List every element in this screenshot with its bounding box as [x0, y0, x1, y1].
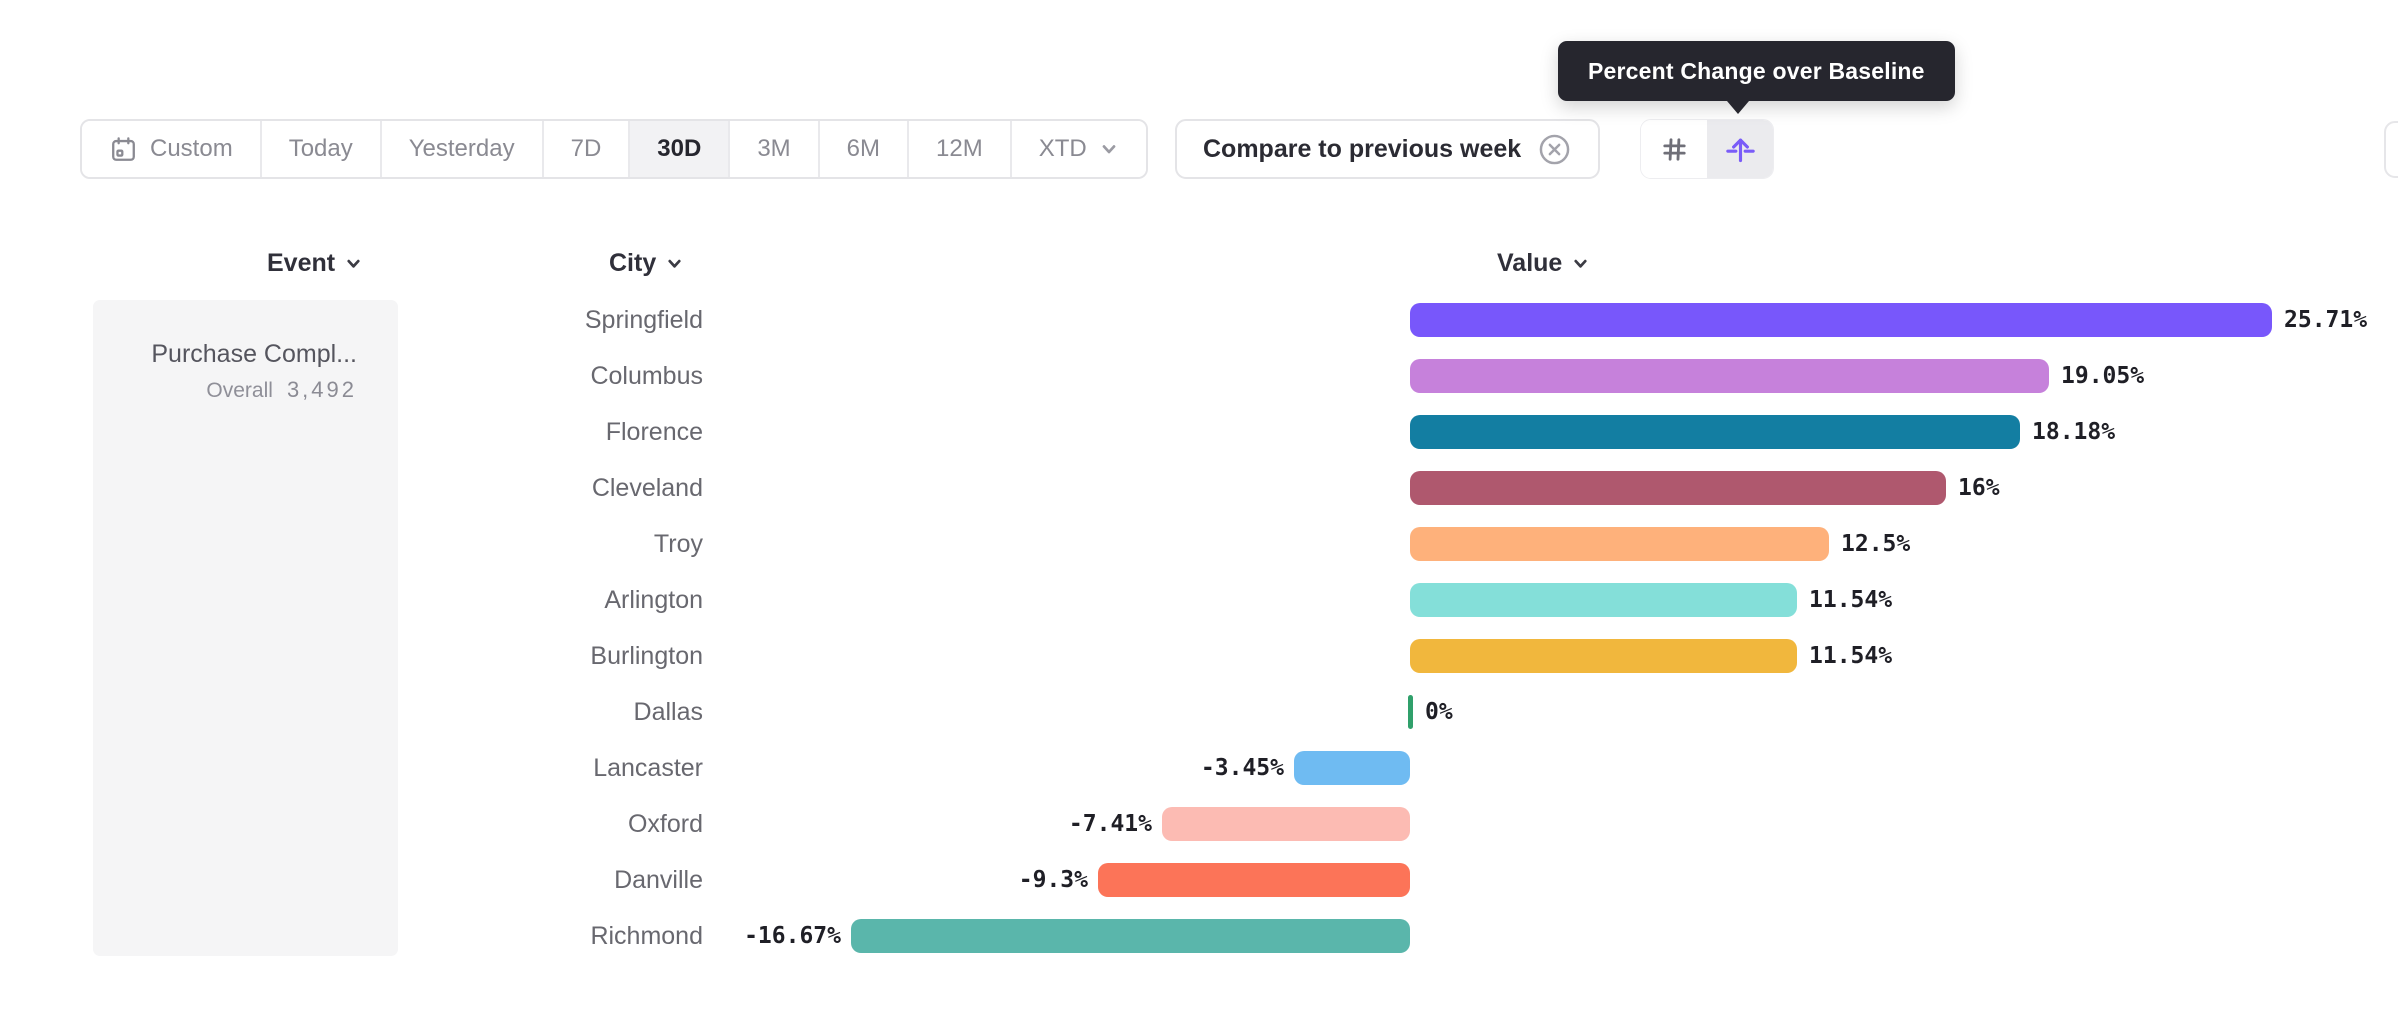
bar-dallas[interactable]	[1408, 695, 1413, 729]
column-header-label: City	[609, 248, 657, 277]
date-range-label: 3M	[757, 135, 791, 162]
bar-arlington[interactable]	[1410, 583, 1797, 617]
chart-row: Dallas 0%	[0, 684, 2398, 740]
column-header-label: Value	[1497, 248, 1563, 277]
city-label: Cleveland	[591, 474, 703, 502]
city-label: Oxford	[627, 810, 703, 838]
event-name: Purchase Compl...	[151, 340, 357, 368]
city-label: Dallas	[633, 698, 703, 726]
chevron-down-icon	[347, 259, 360, 268]
chart-row: Lancaster -3.45%	[0, 740, 2398, 796]
date-range-6m-button[interactable]: 6M	[819, 121, 909, 177]
baseline-arrow-icon	[1725, 138, 1755, 162]
compare-filter-pill[interactable]: Compare to previous week	[1175, 119, 1601, 179]
show-numbers-toggle-button[interactable]	[1641, 120, 1707, 178]
grid-number-icon	[1662, 137, 1686, 161]
chevron-down-icon	[1102, 145, 1116, 154]
value-label: 25.71%	[2284, 307, 2368, 333]
column-header-city[interactable]: City	[609, 246, 684, 280]
date-range-today-button[interactable]: Today	[261, 121, 382, 177]
chart-row: Columbus 19.05%	[0, 348, 2398, 404]
chart-row: Troy 12.5%	[0, 516, 2398, 572]
value-label: -3.45%	[1200, 755, 1284, 781]
city-label: Troy	[653, 530, 703, 558]
value-display-toggle	[1640, 119, 1774, 179]
compare-filter-label: Compare to previous week	[1203, 134, 1522, 163]
date-range-label: Yesterday	[408, 135, 515, 162]
bar-oxford[interactable]	[1162, 807, 1410, 841]
city-label: Danville	[614, 866, 703, 894]
date-range-7d-button[interactable]: 7D	[543, 121, 631, 177]
chart-row: Danville -9.3%	[0, 852, 2398, 908]
bar-cleveland[interactable]	[1410, 471, 1946, 505]
city-label: Florence	[605, 418, 703, 446]
date-range-yesterday-button[interactable]: Yesterday	[381, 121, 544, 177]
value-label: 19.05%	[2061, 363, 2145, 389]
percent-change-over-baseline-toggle-button[interactable]	[1707, 120, 1773, 178]
chart-row: Richmond -16.67%	[0, 908, 2398, 964]
value-label: -9.3%	[1018, 867, 1088, 893]
city-label: Springfield	[584, 306, 703, 334]
column-header-label: Event	[267, 248, 336, 277]
chart-row: Springfield 25.71%	[0, 292, 2398, 348]
city-label: Columbus	[590, 362, 703, 390]
chart-row: Arlington 11.54%	[0, 572, 2398, 628]
date-range-picker: Custom Today Yesterday 7D 30D 3M 6M 12M …	[80, 119, 1148, 179]
chart-row: Florence 18.18%	[0, 404, 2398, 460]
date-range-label: 6M	[846, 135, 880, 162]
date-range-label: Today	[288, 135, 353, 162]
partial-button[interactable]	[2384, 121, 2398, 178]
bar-springfield[interactable]	[1410, 303, 2272, 337]
value-label: 11.54%	[1809, 587, 1893, 613]
chart-row: Oxford -7.41%	[0, 796, 2398, 852]
tooltip-text: Percent Change over Baseline	[1588, 57, 1925, 84]
bar-lancaster[interactable]	[1294, 751, 1410, 785]
value-label: -7.41%	[1068, 811, 1152, 837]
event-metric: Overall 3,492	[206, 377, 357, 403]
city-label: Lancaster	[593, 754, 703, 782]
chart-row: Cleveland 16%	[0, 460, 2398, 516]
bar-danville[interactable]	[1098, 863, 1410, 897]
column-header-value[interactable]: Value	[1497, 246, 1590, 280]
chart-row: Burlington 11.54%	[0, 628, 2398, 684]
date-range-label: Custom	[150, 135, 233, 162]
date-range-30d-button[interactable]: 30D	[630, 121, 731, 177]
date-range-label: 12M	[936, 135, 983, 162]
event-metric-value: 3,492	[286, 377, 357, 402]
column-header-event[interactable]: Event	[267, 246, 363, 280]
value-label: 0%	[1425, 699, 1453, 725]
event-metric-label: Overall	[206, 379, 273, 402]
date-range-12m-button[interactable]: 12M	[909, 121, 1012, 177]
calendar-icon	[112, 136, 135, 161]
bar-florence[interactable]	[1410, 415, 2020, 449]
date-range-label: 7D	[570, 135, 602, 162]
bar-burlington[interactable]	[1410, 639, 1797, 673]
date-range-xtd-button[interactable]: XTD	[1011, 121, 1146, 177]
city-label: Richmond	[590, 922, 703, 950]
bar-columbus[interactable]	[1410, 359, 2049, 393]
bar-richmond[interactable]	[851, 919, 1410, 953]
date-range-custom-button[interactable]: Custom	[82, 121, 262, 177]
chart-rows: Springfield 25.71% Columbus 19.05% Florence 1…	[0, 292, 2398, 964]
value-label: 16%	[1958, 475, 2000, 501]
date-range-3m-button[interactable]: 3M	[730, 121, 820, 177]
date-range-label: XTD	[1038, 135, 1087, 162]
bar-troy[interactable]	[1410, 527, 1829, 561]
city-label: Burlington	[590, 642, 703, 670]
value-label: 18.18%	[2032, 419, 2116, 445]
event-panel[interactable]: Purchase Compl... Overall 3,492	[93, 300, 398, 956]
chevron-down-icon	[668, 259, 681, 268]
value-label: 12.5%	[1841, 531, 1911, 557]
chevron-down-icon	[1574, 259, 1587, 268]
tooltip-percent-change-over-baseline: Percent Change over Baseline	[1558, 41, 1955, 114]
circle-x-icon[interactable]	[1537, 132, 1572, 167]
tooltip-arrow	[1727, 101, 1749, 114]
value-label: -16.67%	[744, 923, 841, 949]
date-range-label: 30D	[657, 135, 702, 162]
city-label: Arlington	[604, 586, 703, 614]
value-label: 11.54%	[1809, 643, 1893, 669]
